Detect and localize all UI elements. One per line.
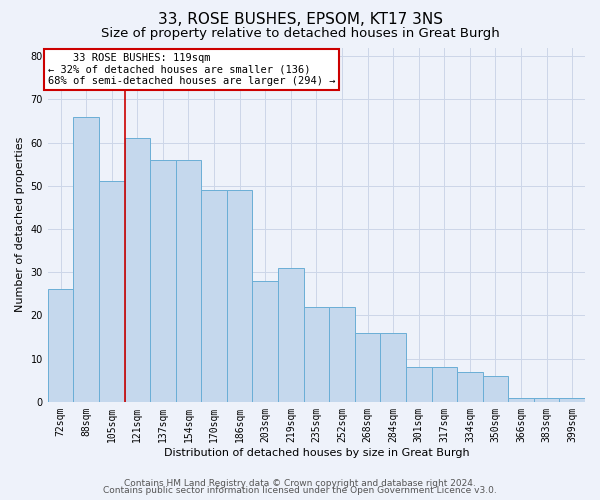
Bar: [406, 368, 431, 402]
Bar: [329, 307, 355, 402]
Bar: [227, 190, 253, 402]
Bar: [380, 332, 406, 402]
Text: Size of property relative to detached houses in Great Burgh: Size of property relative to detached ho…: [101, 28, 499, 40]
Bar: [482, 376, 508, 402]
Text: 33 ROSE BUSHES: 119sqm
← 32% of detached houses are smaller (136)
68% of semi-de: 33 ROSE BUSHES: 119sqm ← 32% of detached…: [48, 53, 335, 86]
Bar: [150, 160, 176, 402]
Text: Contains HM Land Registry data © Crown copyright and database right 2024.: Contains HM Land Registry data © Crown c…: [124, 478, 476, 488]
Bar: [125, 138, 150, 402]
Y-axis label: Number of detached properties: Number of detached properties: [15, 137, 25, 312]
Bar: [457, 372, 482, 402]
Bar: [99, 182, 125, 402]
Bar: [304, 307, 329, 402]
X-axis label: Distribution of detached houses by size in Great Burgh: Distribution of detached houses by size …: [164, 448, 469, 458]
Bar: [431, 368, 457, 402]
Bar: [508, 398, 534, 402]
Bar: [559, 398, 585, 402]
Bar: [253, 281, 278, 402]
Text: 33, ROSE BUSHES, EPSOM, KT17 3NS: 33, ROSE BUSHES, EPSOM, KT17 3NS: [157, 12, 443, 28]
Bar: [176, 160, 201, 402]
Bar: [534, 398, 559, 402]
Bar: [355, 332, 380, 402]
Text: Contains public sector information licensed under the Open Government Licence v3: Contains public sector information licen…: [103, 486, 497, 495]
Bar: [73, 116, 99, 402]
Bar: [201, 190, 227, 402]
Bar: [278, 268, 304, 402]
Bar: [48, 290, 73, 402]
